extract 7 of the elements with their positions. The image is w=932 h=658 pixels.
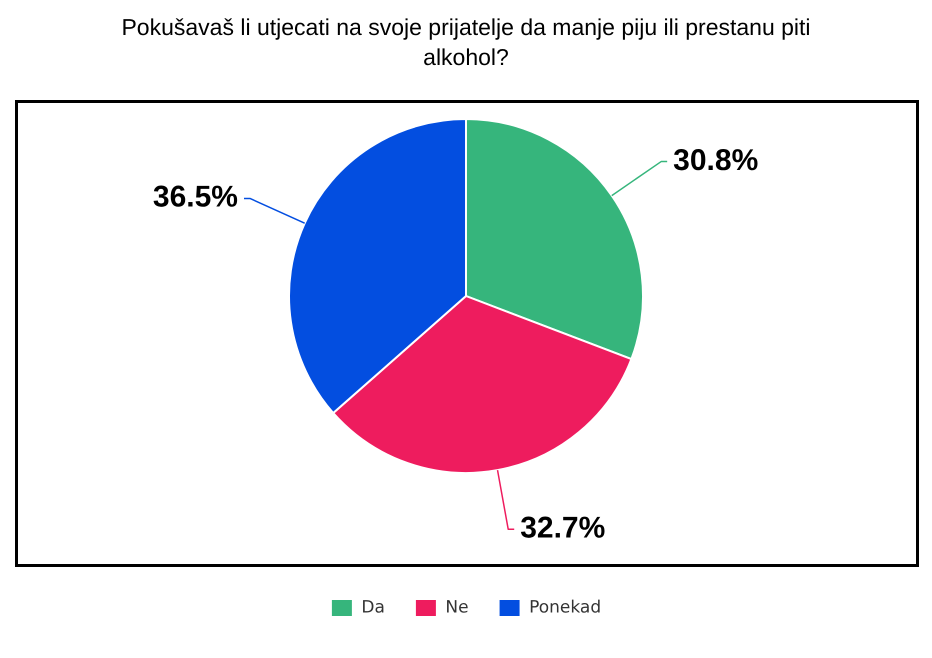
data-label: 32.7% [520,511,606,544]
chart-title: Pokušavaš li utjecati na svoje prijatelje da manje piju ili prestanu piti alkohol? [120,13,812,72]
data-label: 30.8% [673,144,758,177]
legend-label: Ponekad [529,597,602,618]
legend-label: Ne [445,597,469,618]
data-label: 36.5% [152,180,238,214]
legend-label: Da [361,597,385,618]
